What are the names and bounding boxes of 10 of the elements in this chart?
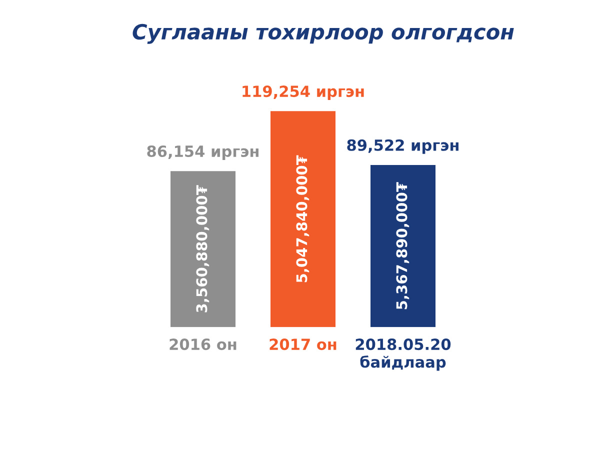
x-tick-label: 2017 он: [270, 338, 336, 350]
annotation: 3,560,880,000₮: [196, 185, 210, 312]
data-label: 89,522 иргэн: [347, 139, 458, 154]
x-tick-label: 2018.05.20 байдлаар: [356, 338, 451, 371]
chart-title: Суглааны тохирлоор олгогдсон: [132, 24, 514, 44]
data-label: 86,154 иргэн: [147, 145, 258, 160]
x-tick-label: 2016 он: [170, 338, 236, 350]
annotation: 5,047,840,000₮: [296, 155, 310, 282]
annotation: 5,367,890,000₮: [396, 182, 410, 310]
data-label: 119,254 иргэн: [242, 86, 364, 100]
